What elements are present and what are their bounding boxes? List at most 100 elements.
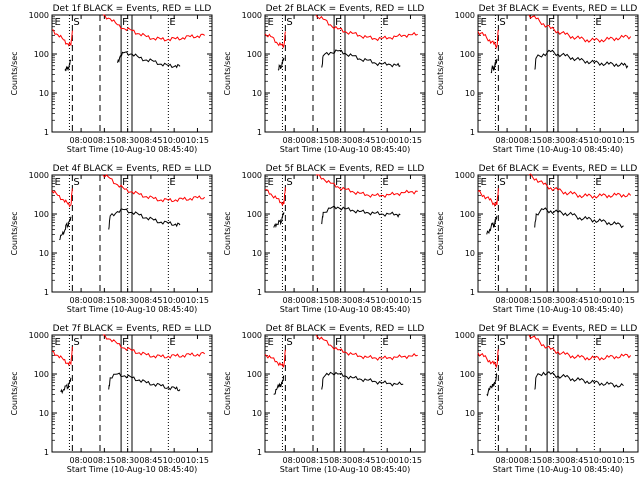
y-tick-label: 1000 — [242, 11, 262, 20]
x-tick-label: 08:45 — [352, 296, 375, 305]
x-tick-label: 08:30 — [542, 296, 565, 305]
x-tick-label: 08:00 — [496, 296, 519, 305]
y-tick-label: 1 — [470, 448, 475, 457]
y-tick-label: 1 — [257, 128, 262, 137]
panel-title: Det 3f BLACK = Events, RED = LLD — [479, 4, 638, 14]
panel-title: Det 6f BLACK = Events, RED = LLD — [479, 164, 638, 174]
marker-label: E — [480, 337, 486, 348]
y-tick-label: 100 — [460, 370, 475, 379]
y-tick-label: 1000 — [29, 331, 49, 340]
y-tick-label: 1000 — [242, 331, 262, 340]
lld-series-line — [477, 349, 499, 369]
x-tick-label: 10:15 — [399, 136, 422, 145]
marker-label: E — [382, 177, 388, 188]
x-tick-label: 08:00 — [283, 136, 306, 145]
marker-label: S — [73, 177, 79, 188]
marker-label: S — [286, 17, 292, 28]
x-tick-label: 08:15 — [519, 296, 542, 305]
lld-series-line — [315, 334, 418, 361]
marker-label: E — [169, 17, 175, 28]
y-tick-label: 10 — [252, 409, 262, 418]
lld-series-line — [528, 334, 632, 361]
events-series-line — [59, 216, 72, 241]
marker-label: F — [122, 177, 128, 188]
marker-label: S — [73, 337, 79, 348]
y-axis-label: Counts/sec — [436, 51, 445, 95]
y-axis-label: Counts/sec — [223, 51, 232, 95]
marker-label: E — [595, 337, 601, 348]
marker-label: E — [267, 337, 273, 348]
x-tick-label: 10:00 — [376, 456, 399, 465]
x-tick-label: 08:30 — [116, 136, 139, 145]
x-tick-label: 08:45 — [139, 296, 162, 305]
x-tick-label: 08:15 — [306, 296, 329, 305]
x-tick-label: 08:45 — [139, 456, 162, 465]
y-tick-label: 10 — [465, 89, 475, 98]
panel-3: Det 3f BLACK = Events, RED = LLD 1 10 100 10… — [436, 4, 639, 154]
y-tick-label: 100 — [34, 210, 49, 219]
x-tick-label: 08:45 — [565, 296, 588, 305]
x-tick-label: 08:15 — [306, 136, 329, 145]
panel-title: Det 9f BLACK = Events, RED = LLD — [479, 324, 638, 334]
events-series-line — [534, 207, 624, 229]
x-tick-label: 08:45 — [139, 136, 162, 145]
lld-series-line — [102, 14, 205, 42]
y-tick-label: 10 — [465, 409, 475, 418]
events-series-line — [64, 59, 72, 72]
x-tick-label: 10:15 — [186, 136, 209, 145]
x-tick-label: 10:00 — [589, 456, 612, 465]
y-tick-label: 100 — [247, 50, 262, 59]
events-series-line — [108, 372, 181, 392]
x-tick-label: 08:45 — [565, 136, 588, 145]
panel-2: Det 2f BLACK = Events, RED = LLD 1 10 100 10… — [223, 4, 426, 154]
x-tick-label: 10:15 — [186, 296, 209, 305]
y-axis-label: Counts/sec — [436, 371, 445, 415]
x-tick-label: 08:00 — [496, 456, 519, 465]
marker-label: S — [286, 337, 292, 348]
events-series-line — [108, 208, 181, 230]
x-tick-label: 08:15 — [519, 456, 542, 465]
y-tick-label: 10 — [465, 249, 475, 258]
y-tick-label: 1000 — [29, 171, 49, 180]
marker-label: E — [382, 17, 388, 28]
x-axis-label: Start Time (10-Aug-10 08:45:40) — [280, 465, 411, 474]
marker-label: E — [54, 17, 60, 28]
x-tick-label: 10:15 — [612, 296, 635, 305]
lld-series-line — [264, 349, 286, 369]
x-tick-label: 10:15 — [612, 456, 635, 465]
marker-label: E — [267, 17, 273, 28]
y-tick-label: 10 — [39, 409, 49, 418]
lld-series-line — [51, 29, 73, 47]
y-axis-label: Counts/sec — [10, 51, 19, 95]
x-tick-label: 08:30 — [116, 296, 139, 305]
lld-series-line — [528, 14, 632, 43]
x-tick-label: 10:00 — [589, 136, 612, 145]
y-tick-label: 1000 — [29, 11, 49, 20]
panel-title: Det 5f BLACK = Events, RED = LLD — [266, 164, 425, 174]
x-tick-label: 10:00 — [163, 296, 186, 305]
lld-series-line — [102, 334, 206, 359]
x-tick-label: 08:30 — [329, 296, 352, 305]
panel-title: Det 7f BLACK = Events, RED = LLD — [53, 324, 212, 334]
lld-series-line — [477, 29, 499, 50]
y-tick-label: 1 — [257, 448, 262, 457]
x-tick-label: 08:30 — [542, 456, 565, 465]
events-series-line — [321, 371, 404, 390]
x-tick-label: 08:00 — [283, 456, 306, 465]
x-axis-label: Start Time (10-Aug-10 08:45:40) — [493, 145, 624, 154]
x-tick-label: 08:00 — [496, 136, 519, 145]
lld-series-line — [315, 14, 418, 42]
marker-label: S — [73, 17, 79, 28]
marker-label: E — [54, 337, 60, 348]
panel-7: Det 7f BLACK = Events, RED = LLD 1 10 100 10… — [10, 324, 213, 474]
y-tick-label: 10 — [252, 249, 262, 258]
events-series-line — [534, 370, 624, 390]
x-tick-label: 10:15 — [399, 296, 422, 305]
y-axis-label: Counts/sec — [10, 211, 19, 255]
y-tick-label: 1000 — [455, 11, 475, 20]
y-tick-label: 10 — [39, 249, 49, 258]
marker-label: F — [548, 17, 554, 28]
y-tick-label: 10 — [252, 89, 262, 98]
events-series-line — [117, 51, 181, 69]
marker-label: F — [335, 17, 341, 28]
